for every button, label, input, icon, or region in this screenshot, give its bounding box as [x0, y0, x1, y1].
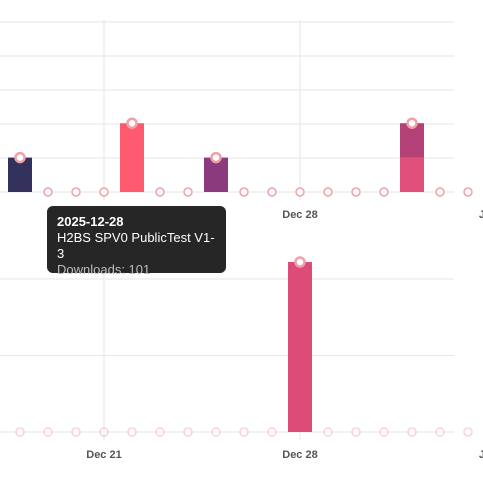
bar[interactable] — [120, 123, 144, 192]
data-point[interactable] — [14, 151, 26, 164]
x-tick-label: Dec 21 — [86, 449, 121, 461]
data-point[interactable] — [127, 427, 137, 437]
bar[interactable] — [400, 157, 424, 192]
x-tick-label: Dec 28 — [282, 449, 317, 461]
data-point[interactable] — [155, 427, 165, 437]
data-point[interactable] — [155, 187, 165, 197]
data-point[interactable] — [295, 187, 305, 197]
data-point[interactable] — [267, 187, 277, 197]
data-point[interactable] — [351, 427, 361, 437]
tooltip-value: Downloads: 101 — [57, 262, 151, 277]
data-point[interactable] — [323, 187, 333, 197]
data-point[interactable] — [126, 117, 138, 129]
data-point[interactable] — [239, 427, 249, 437]
data-point[interactable] — [210, 151, 222, 164]
chart-tooltip: 2025-12-28 H2BS SPV0 PublicTest V1-3 Dow… — [47, 206, 226, 277]
data-point[interactable] — [43, 187, 53, 197]
data-point[interactable] — [211, 427, 221, 437]
data-point[interactable] — [267, 427, 277, 437]
data-point[interactable] — [435, 427, 445, 437]
x-tick-label: Jan 04 — [479, 449, 483, 461]
tooltip-series-name: H2BS SPV0 PublicTest V1-3 — [57, 230, 215, 261]
bottom-downloads-chart: Dec 21 Dec 28 Jan 04 — [0, 256, 483, 461]
data-point[interactable] — [294, 256, 306, 268]
data-point[interactable] — [379, 187, 389, 197]
data-point[interactable] — [71, 187, 81, 197]
data-point[interactable] — [15, 427, 25, 437]
data-point[interactable] — [183, 187, 193, 197]
data-point[interactable] — [323, 427, 333, 437]
data-point[interactable] — [407, 427, 417, 437]
x-tick-label: Dec 28 — [282, 209, 317, 221]
bar[interactable] — [288, 262, 312, 432]
data-point[interactable] — [435, 187, 445, 197]
data-point[interactable] — [43, 427, 53, 437]
data-point[interactable] — [463, 427, 473, 437]
data-point[interactable] — [379, 427, 389, 437]
data-point[interactable] — [406, 117, 418, 129]
data-point[interactable] — [71, 427, 81, 437]
x-tick-label: Jan 04 — [479, 209, 483, 221]
data-point[interactable] — [99, 187, 109, 197]
data-point[interactable] — [183, 427, 193, 437]
tooltip-date: 2025-12-28 — [57, 214, 124, 229]
data-point[interactable] — [99, 427, 109, 437]
data-point[interactable] — [239, 187, 249, 197]
data-point[interactable] — [463, 187, 473, 197]
data-point[interactable] — [351, 187, 361, 197]
